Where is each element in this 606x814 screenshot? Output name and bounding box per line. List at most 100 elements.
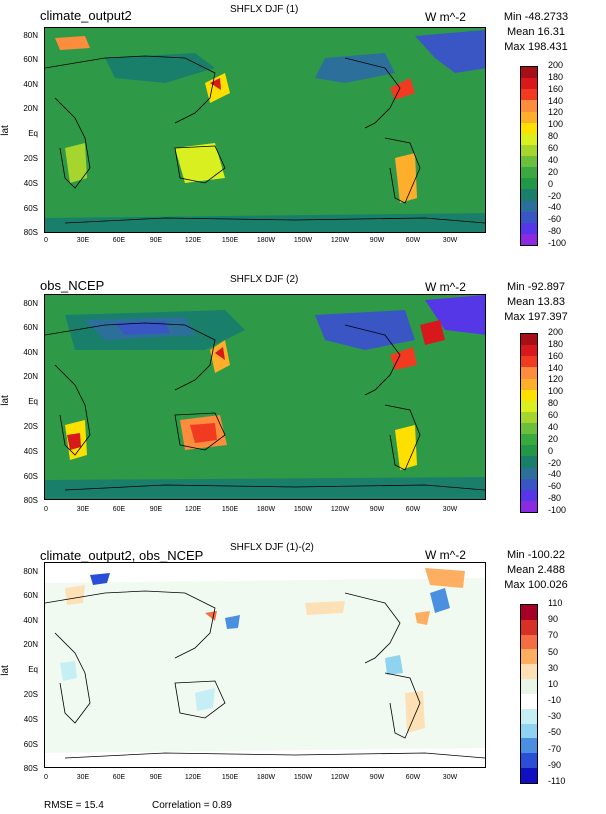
colorbar-label: 0: [548, 178, 554, 189]
panel-units: W m^-2: [425, 548, 466, 562]
colorbar-swatch: [521, 178, 537, 190]
lon-tick: 90E: [149, 774, 163, 781]
lat-tick: 40N: [23, 616, 38, 625]
colorbar-label: 160: [548, 350, 564, 361]
colorbar-swatch: [521, 133, 537, 145]
stats-box: Min -48.2733 Mean 16.31 Max 198.431: [496, 10, 576, 55]
colorbar-label: 80: [548, 398, 559, 409]
colorbar-swatch: [521, 619, 537, 635]
lon-tick: 60W: [405, 237, 421, 244]
lat-tick: 80S: [23, 228, 38, 237]
lon-tick: 60E: [112, 506, 126, 513]
colorbar-label: -20: [548, 457, 562, 468]
lat-tick: 40N: [23, 80, 38, 89]
stat-min: Min -92.897: [506, 281, 566, 293]
map-plot: [44, 294, 486, 500]
colorbar-label: 10: [548, 678, 559, 689]
lat-tick: 40S: [23, 179, 38, 188]
lat-tick: 20S: [23, 422, 38, 431]
colorbar-label: 70: [548, 630, 559, 641]
colorbar-swatch: [521, 400, 537, 412]
colorbar-label: 30: [548, 662, 559, 673]
lat-axis-label: lat: [0, 125, 11, 136]
lon-tick: 60E: [112, 237, 126, 244]
panel-center-title: SHFLX DJF (1): [230, 4, 299, 15]
colorbar: [520, 604, 538, 784]
panel-units: W m^-2: [425, 10, 466, 24]
stat-min: Min -100.22: [506, 549, 566, 561]
lon-tick: 60W: [405, 774, 421, 781]
colorbar-label: 100: [548, 386, 564, 397]
lon-tick: 0: [44, 774, 48, 781]
lat-tick: Eq: [28, 397, 38, 406]
lat-tick: 60N: [23, 591, 38, 600]
colorbar-label: 90: [548, 614, 559, 625]
lat-tick: 20S: [23, 154, 38, 163]
lat-tick: Eq: [28, 129, 38, 138]
colorbar-label: 100: [548, 119, 564, 130]
colorbar-label: -20: [548, 190, 562, 201]
colorbar-label: 50: [548, 646, 559, 657]
colorbar-label: 20: [548, 166, 559, 177]
lon-tick: 150W: [293, 506, 313, 513]
lon-tick: 150W: [293, 774, 313, 781]
colorbar-swatch: [521, 423, 537, 435]
lon-tick: 90W: [369, 237, 385, 244]
colorbar-swatch: [521, 122, 537, 134]
lat-tick: 40S: [23, 715, 38, 724]
colorbar-label: 120: [548, 374, 564, 385]
colorbar-swatch: [521, 89, 537, 101]
lat-tick: 60S: [23, 740, 38, 749]
lon-tick: 180W: [256, 237, 276, 244]
lon-tick: 0: [44, 506, 48, 513]
colorbar-swatch: [521, 111, 537, 123]
lon-tick: 90E: [149, 237, 163, 244]
lat-tick: 20N: [23, 104, 38, 113]
map-plot: [44, 562, 486, 768]
colorbar-swatch: [521, 334, 537, 346]
colorbar-swatch: [521, 211, 537, 223]
lon-tick: 90E: [149, 506, 163, 513]
colorbar-label: -30: [548, 711, 562, 722]
lat-tick: Eq: [28, 665, 38, 674]
colorbar-label: 40: [548, 154, 559, 165]
colorbar-swatch: [521, 100, 537, 112]
colorbar-swatch: [521, 693, 537, 709]
lon-tick: 30E: [76, 237, 90, 244]
colorbar-swatch: [521, 167, 537, 179]
lat-axis-label: lat: [0, 665, 11, 676]
lon-tick: 120W: [330, 506, 350, 513]
colorbar-label: 120: [548, 107, 564, 118]
colorbar-label: 20: [548, 433, 559, 444]
lon-tick: 30E: [76, 506, 90, 513]
lat-tick: 60N: [23, 55, 38, 64]
panel-center-title: SHFLX DJF (1)-(2): [230, 542, 314, 553]
colorbar-label: -40: [548, 469, 562, 480]
map-plot: [44, 27, 486, 233]
colorbar-swatch: [521, 144, 537, 156]
colorbar-label: 110: [548, 598, 563, 608]
colorbar-swatch: [521, 649, 537, 665]
lon-tick: 150E: [221, 237, 239, 244]
panel-title: climate_output2, obs_NCEP: [40, 548, 204, 563]
colorbar-label: -80: [548, 226, 562, 237]
panel-units: W m^-2: [425, 280, 466, 294]
lat-tick: 40S: [23, 447, 38, 456]
colorbar-swatch: [521, 356, 537, 368]
lat-axis-label: lat: [0, 395, 11, 406]
lon-tick: 150E: [221, 774, 239, 781]
lon-tick: 30W: [442, 237, 458, 244]
lat-tick: 60S: [23, 204, 38, 213]
colorbar-swatch: [521, 78, 537, 90]
lat-tick: 20S: [23, 690, 38, 699]
colorbar-swatch: [521, 67, 537, 79]
colorbar-label: -100: [548, 505, 567, 515]
lon-tick: 90W: [369, 506, 385, 513]
lon-tick: 90W: [369, 774, 385, 781]
lon-tick: 120W: [330, 774, 350, 781]
lon-tick: 180W: [256, 506, 276, 513]
stats-box: Min -92.897 Mean 13.83 Max 197.397: [496, 280, 576, 325]
colorbar-swatch: [521, 664, 537, 680]
colorbar-label: 200: [548, 327, 564, 337]
rmse-text: RMSE = 15.4: [44, 800, 104, 811]
